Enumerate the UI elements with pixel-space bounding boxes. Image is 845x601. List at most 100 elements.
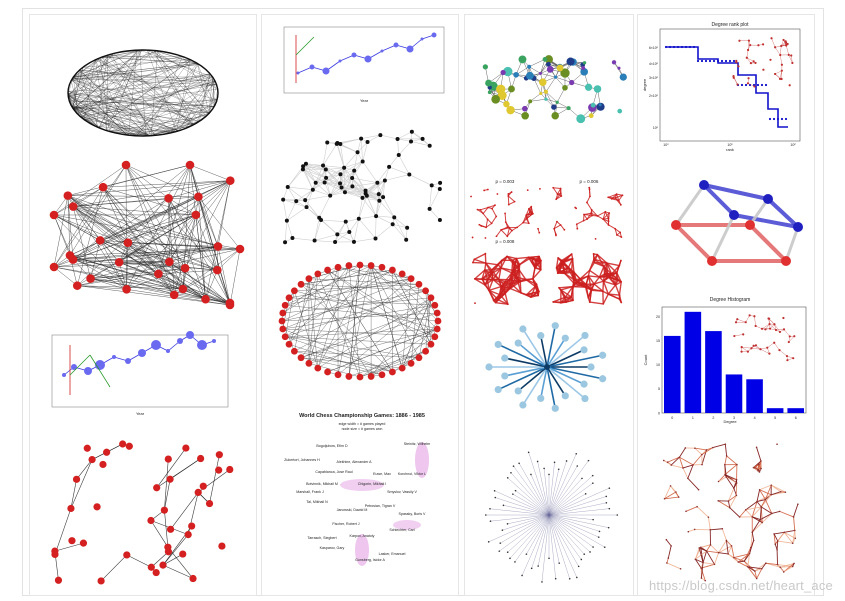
tree-edge bbox=[548, 514, 569, 537]
light-edge bbox=[365, 190, 380, 201]
graded-node bbox=[733, 487, 735, 490]
node bbox=[321, 163, 326, 168]
graded-edge bbox=[670, 485, 677, 493]
graded-edge bbox=[706, 550, 715, 565]
tree-edge bbox=[580, 502, 607, 509]
graded-node bbox=[694, 558, 697, 561]
inset-node bbox=[748, 314, 751, 317]
tree-edge bbox=[548, 514, 572, 536]
leaf-node bbox=[537, 394, 545, 402]
node bbox=[283, 240, 288, 245]
circular-red-graph bbox=[278, 261, 442, 381]
threshold-node bbox=[478, 223, 481, 226]
tree-edge bbox=[576, 523, 600, 532]
dense-edge bbox=[83, 59, 96, 120]
node bbox=[314, 364, 322, 372]
light-edge bbox=[286, 200, 297, 221]
light-edge bbox=[388, 154, 399, 168]
graded-edge bbox=[694, 447, 703, 455]
graded-node bbox=[791, 565, 794, 568]
node bbox=[147, 516, 155, 525]
graded-edge bbox=[779, 510, 794, 518]
threshold-node bbox=[589, 195, 591, 198]
light-edge bbox=[325, 167, 345, 179]
threshold-node bbox=[486, 278, 489, 281]
graded-node bbox=[765, 562, 767, 564]
threshold-edge bbox=[484, 269, 493, 275]
column-3-graphics: p = 0.003 p = 0.006 p = 0.008 bbox=[470, 55, 627, 583]
light-edge bbox=[382, 196, 395, 218]
dense-edge bbox=[176, 59, 191, 132]
series-point bbox=[166, 349, 170, 353]
graded-node bbox=[679, 568, 682, 570]
tree-edge bbox=[582, 508, 610, 512]
edge bbox=[189, 164, 206, 300]
threshold-edge bbox=[504, 293, 509, 305]
node bbox=[367, 262, 375, 269]
graded-edge bbox=[675, 491, 680, 498]
spoke-edge bbox=[539, 366, 548, 399]
edge bbox=[53, 164, 127, 268]
threshold-node bbox=[473, 277, 476, 280]
threshold-edge bbox=[576, 275, 589, 283]
tree-edge bbox=[548, 481, 565, 516]
dense-edge bbox=[148, 56, 183, 136]
threshold-node bbox=[556, 193, 559, 196]
edge bbox=[90, 278, 127, 290]
threshold-edge bbox=[532, 269, 542, 280]
threshold-edge bbox=[602, 212, 610, 220]
rank-marker bbox=[720, 59, 724, 63]
threshold-node bbox=[525, 214, 528, 217]
rank-marker bbox=[776, 117, 780, 121]
graded-node bbox=[704, 579, 707, 582]
dense-edge bbox=[97, 58, 149, 136]
inset-node bbox=[759, 348, 762, 351]
node bbox=[596, 102, 605, 111]
threshold-node bbox=[486, 218, 489, 221]
node bbox=[342, 165, 347, 170]
rank-marker bbox=[696, 59, 700, 63]
inset-node bbox=[767, 317, 770, 320]
inset-edge bbox=[747, 40, 750, 51]
tree-edge bbox=[548, 514, 567, 540]
light-edge bbox=[344, 191, 367, 197]
rank-marker bbox=[772, 117, 776, 121]
graded-node bbox=[725, 455, 728, 457]
inset-node bbox=[749, 43, 752, 47]
threshold-node bbox=[502, 282, 505, 285]
graded-edge bbox=[777, 532, 785, 542]
chord-edge bbox=[308, 278, 419, 285]
tree-edge bbox=[564, 549, 577, 578]
dense-edge bbox=[72, 107, 172, 134]
rank-xtick-2: 10² bbox=[790, 143, 796, 147]
rank-marker bbox=[716, 59, 720, 63]
light-edge bbox=[358, 195, 368, 219]
tree-edge bbox=[554, 469, 559, 490]
spoke-edge bbox=[517, 366, 548, 392]
tree-leaf bbox=[557, 468, 560, 471]
edge bbox=[76, 459, 93, 480]
tree-edge bbox=[564, 465, 578, 489]
chord-edge bbox=[337, 264, 361, 375]
series-point bbox=[322, 67, 330, 75]
threshold-edge bbox=[560, 224, 565, 231]
leaf-node bbox=[561, 392, 569, 400]
edge bbox=[127, 242, 206, 300]
dense-edge bbox=[113, 53, 194, 125]
graded-node bbox=[770, 512, 773, 515]
threshold-node bbox=[484, 237, 487, 239]
watermark: https://blog.csdn.net/heart_ace bbox=[649, 578, 833, 593]
edge bbox=[533, 78, 542, 94]
node bbox=[182, 444, 190, 452]
threshold-edge bbox=[560, 296, 566, 304]
threshold-node bbox=[495, 215, 498, 218]
tree-leaf bbox=[589, 551, 591, 553]
edge bbox=[205, 270, 218, 300]
tree-edge bbox=[573, 532, 594, 548]
inset-edge bbox=[755, 325, 763, 329]
graded-edge bbox=[784, 531, 796, 539]
light-edge bbox=[322, 142, 328, 166]
tree-leaf bbox=[521, 574, 523, 577]
threshold-node bbox=[539, 187, 541, 190]
light-edge bbox=[394, 217, 408, 228]
